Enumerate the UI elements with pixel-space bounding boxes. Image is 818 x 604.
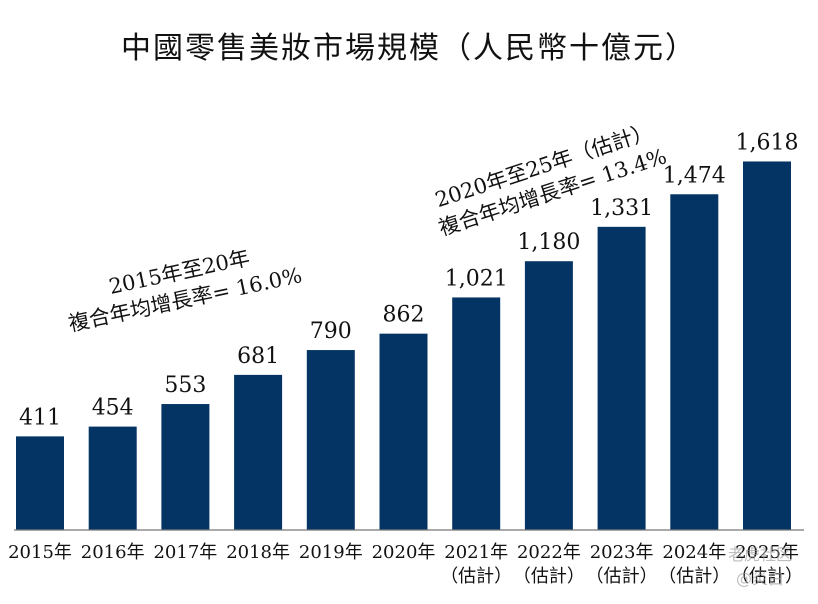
value-label-9: 1,474 [663, 163, 726, 188]
tick-label-9-line-1: 2024年 [662, 542, 726, 563]
bars [16, 161, 791, 530]
bar-6 [452, 297, 501, 530]
annotation-left: 2015年至20年 複合年均增長率= 16.0% [66, 246, 304, 336]
tick-label-8-line-1: 2023年 [590, 542, 654, 563]
bar-2 [161, 404, 210, 530]
watermark-line-1: 老虎社区 [728, 545, 792, 564]
value-label-10: 1,618 [736, 130, 799, 155]
watermark: 老虎社区 @炎白 [728, 545, 792, 588]
value-labels: 411 454 553 681 790 862 1,021 1,180 1,331 1,474 1,… [19, 130, 798, 430]
bar-3 [234, 374, 283, 530]
value-label-0: 411 [19, 405, 61, 430]
tick-label-3-line-1: 2018年 [226, 542, 290, 563]
bar-7 [524, 261, 573, 530]
value-label-7: 1,180 [517, 230, 580, 255]
watermark-line-2: @炎白 [736, 569, 784, 588]
tick-label-10-line-2: （估計） [731, 566, 803, 587]
tick-label-1-line-1: 2016年 [81, 542, 145, 563]
tick-label-10-line-1: 2025年 [735, 542, 799, 563]
value-label-2: 553 [164, 373, 206, 398]
tick-labels: 2015年 2016年 2017年 2018年 2019年 2020年 2021年（估計）2… [8, 542, 803, 587]
bar-4 [306, 350, 355, 530]
tick-label-6-line-1: 2021年 [444, 542, 508, 563]
tick-label-7-line-1: 2022年 [517, 542, 581, 563]
tick-label-0-line-1: 2015年 [8, 542, 72, 563]
value-label-4: 790 [310, 319, 352, 344]
bar-8 [597, 226, 646, 530]
bar-1 [88, 426, 137, 530]
tick-label-8-line-2: （估計） [586, 566, 658, 587]
value-label-5: 862 [383, 303, 425, 328]
value-label-8: 1,331 [590, 196, 653, 221]
value-label-1: 454 [92, 396, 134, 421]
bar-0 [16, 436, 64, 530]
tick-label-7-line-2: （估計） [513, 566, 585, 587]
bar-5 [379, 333, 428, 530]
bar-10 [743, 161, 791, 530]
tick-label-4-line-1: 2019年 [299, 542, 363, 563]
value-label-3: 681 [237, 344, 279, 369]
bar-9 [670, 194, 719, 530]
tick-label-2-line-1: 2017年 [153, 542, 217, 563]
tick-label-5-line-1: 2020年 [372, 542, 436, 563]
tick-label-9-line-2: （估計） [658, 566, 730, 587]
annotation-right: 2020年至25年（估計） 複合年均增長率= 13.4% [432, 119, 669, 240]
value-label-6: 1,021 [445, 266, 508, 291]
chart-title: 中國零售美妝市場規模（人民幣十億元） [121, 31, 697, 66]
tick-label-6-line-2: （估計） [440, 566, 512, 587]
